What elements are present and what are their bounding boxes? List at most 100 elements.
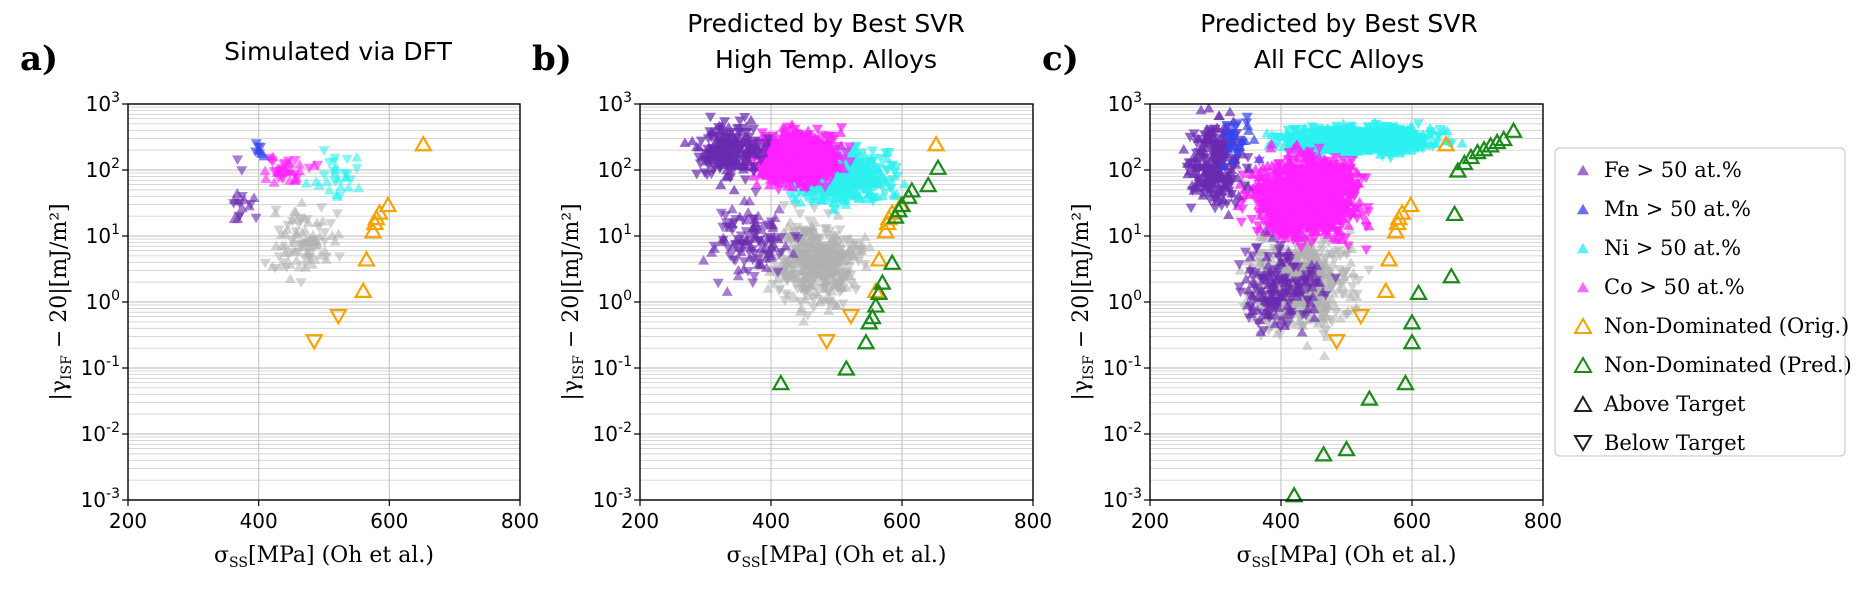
scatter-point <box>704 112 716 123</box>
scatter-point <box>1328 145 1340 155</box>
scatter-point <box>748 167 760 177</box>
scatter-point <box>808 203 820 214</box>
scatter-point <box>748 221 760 232</box>
non-dominated-point <box>328 309 348 326</box>
scatter-point <box>1324 131 1336 141</box>
scatter-point <box>740 147 752 157</box>
scatter-point <box>734 242 746 252</box>
scatter-point <box>841 249 853 260</box>
scatter-point <box>737 216 749 226</box>
scatter-point <box>830 249 842 260</box>
scatter-point <box>1319 318 1331 328</box>
scatter-point <box>320 254 332 264</box>
scatter-point <box>290 255 302 265</box>
x-tick-label: 400 <box>752 509 790 533</box>
scatter-point <box>773 203 785 214</box>
scatter-point <box>716 134 728 144</box>
scatter-point <box>726 203 738 214</box>
scatter-point <box>788 170 800 181</box>
scatter-point <box>1376 151 1388 162</box>
scatter-point <box>829 205 841 216</box>
scatter-point <box>1402 131 1414 142</box>
scatter-point <box>748 272 760 282</box>
scatter-point <box>1357 136 1369 147</box>
scatter-point <box>804 277 816 287</box>
scatter-point <box>1375 138 1387 149</box>
scatter-point <box>860 175 872 185</box>
scatter-point <box>859 259 871 270</box>
scatter-point <box>323 184 335 195</box>
scatter-point <box>750 187 762 198</box>
scatter-point <box>315 203 327 214</box>
scatter-point <box>804 233 816 244</box>
non-dominated-point <box>365 213 385 231</box>
non-dominated-point <box>363 222 383 239</box>
scatter-point <box>807 193 819 204</box>
scatter-point <box>792 139 804 150</box>
panel-letter: b) <box>532 39 572 79</box>
scatter-point <box>898 178 910 189</box>
scatter-point <box>1376 123 1388 134</box>
scatter-point <box>353 182 365 193</box>
scatter-point <box>1326 317 1338 328</box>
scatter-point <box>834 163 846 173</box>
scatter-point <box>1432 131 1444 142</box>
scatter-point <box>754 258 766 269</box>
scatter-point <box>717 235 729 246</box>
non-dominated-point <box>378 195 398 213</box>
scatter-point <box>727 130 739 140</box>
scatter-point <box>721 129 733 140</box>
scatter-point <box>259 165 271 176</box>
scatter-point <box>811 289 823 299</box>
y-tick-label: 101 <box>86 222 120 248</box>
scatter-point <box>273 167 285 177</box>
y-tick-label: 103 <box>86 90 120 116</box>
scatter-point <box>833 265 845 276</box>
scatter-point <box>803 243 815 253</box>
x-tick-label: 800 <box>501 509 539 533</box>
scatter-point <box>771 178 783 189</box>
panel-c: 200 400 600 80010-310-210-1100101102103σSS[… <box>1042 9 1562 571</box>
scatter-point <box>837 299 849 310</box>
scatter-point <box>1441 125 1453 136</box>
scatter-point <box>282 250 294 261</box>
scatter-point <box>1345 257 1357 267</box>
scatter-point <box>765 217 777 228</box>
scatter-point <box>780 240 792 251</box>
scatter-point <box>1340 267 1352 277</box>
x-axis-label: σSS[MPa] (Oh et al.) <box>727 543 947 571</box>
scatter-point <box>839 267 851 278</box>
scatter-point <box>1261 127 1273 138</box>
scatter-point <box>783 122 795 133</box>
scatter-point <box>782 221 794 231</box>
scatter-point <box>794 197 806 207</box>
scatter-point <box>708 126 720 137</box>
scatter-point <box>761 262 773 272</box>
scatter-point <box>1323 301 1335 311</box>
scatter-point <box>728 184 740 195</box>
scatter-point <box>878 175 890 186</box>
scatter-point <box>313 179 325 190</box>
y-tick-label: 10-1 <box>81 354 120 380</box>
scatter-point <box>1363 122 1375 132</box>
scatter-point <box>276 240 288 250</box>
scatter-point <box>808 178 820 188</box>
scatter-point <box>746 214 758 225</box>
non-dominated-point <box>872 273 892 290</box>
x-tick-label: 600 <box>883 509 921 533</box>
y-axis-label: |γISF − 20|[mJ/m²] <box>559 203 587 400</box>
scatter-point <box>267 158 279 168</box>
non-dominated-point <box>869 283 889 300</box>
scatter-point <box>885 183 897 194</box>
scatter-point <box>831 300 843 310</box>
scatter-point <box>294 159 306 169</box>
scatter-point <box>1318 350 1330 360</box>
scatter-point <box>303 163 315 174</box>
y-tick-label: 102 <box>86 156 120 182</box>
scatter-point <box>712 278 724 289</box>
y-tick-label: 10-2 <box>81 420 120 446</box>
scatter-point <box>335 181 347 192</box>
scatter-point <box>824 175 836 185</box>
scatter-point <box>811 124 823 135</box>
scatter-point <box>1326 293 1338 304</box>
